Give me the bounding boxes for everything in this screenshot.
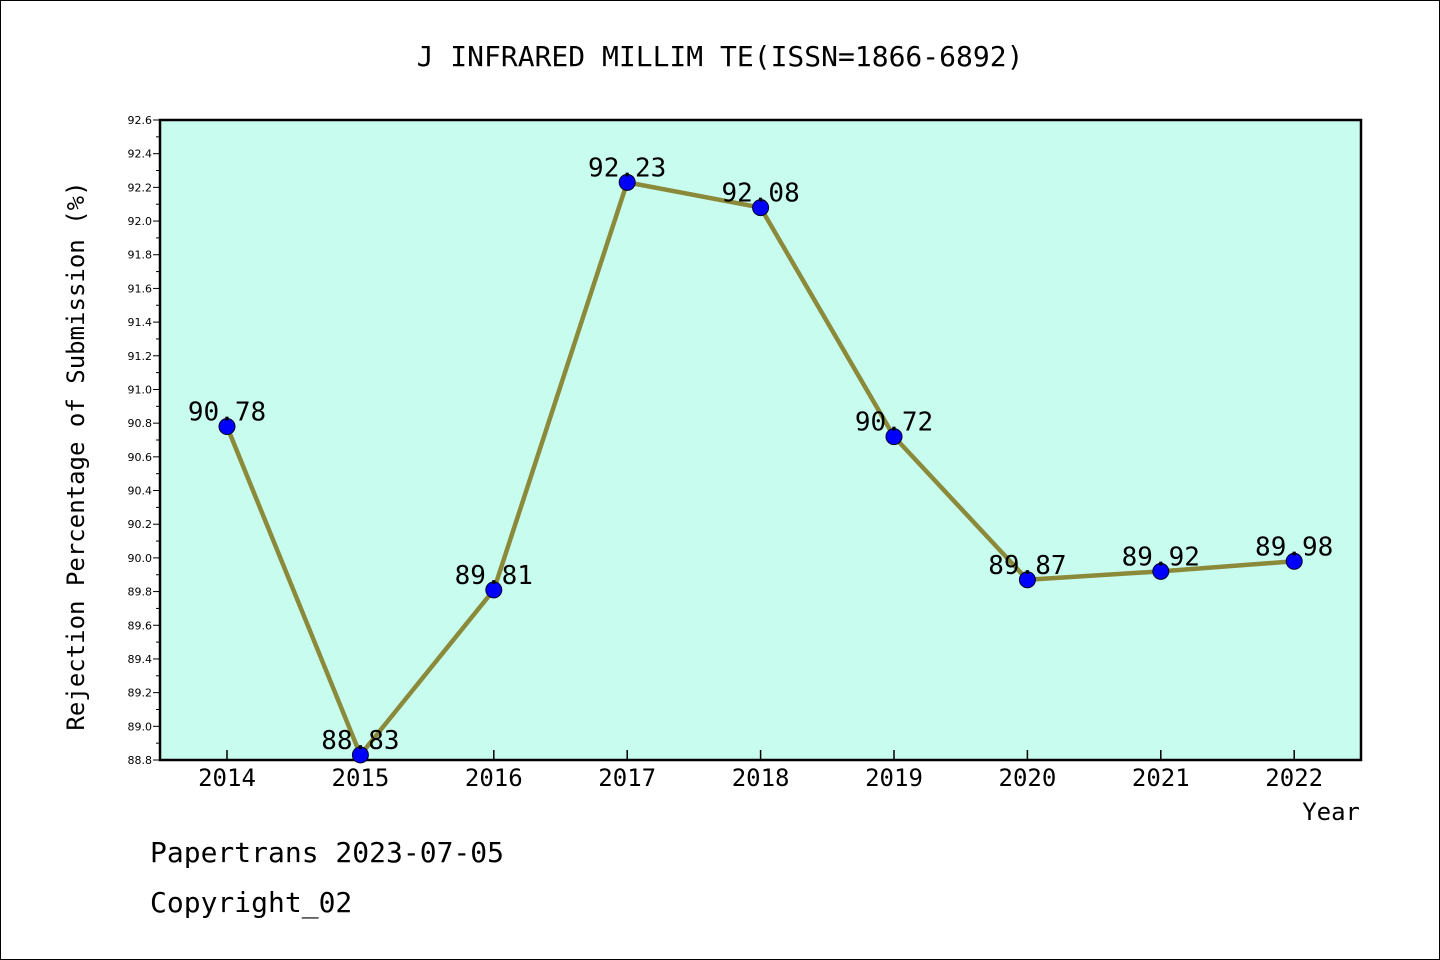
data-label-group: 90.78 88.83 89.81 92.23 92.08 90.72 89.87 89.92… [188, 153, 1333, 756]
y-tick-label: 91.4 [128, 316, 153, 329]
y-tick-label: 92.2 [128, 181, 153, 194]
data-point [351, 746, 369, 764]
data-point [485, 581, 503, 599]
y-axis-label: Rejection Percentage of Submission (%) [62, 181, 90, 730]
x-tick-label: 2016 [465, 764, 523, 792]
x-axis-label: Year [1302, 798, 1360, 826]
data-label: 89.92 [1122, 542, 1200, 572]
y-tick-label: 91.6 [128, 282, 153, 295]
chart-title: J INFRARED MILLIM TE(ISSN=1866-6892) [417, 40, 1024, 73]
data-point [1018, 571, 1036, 589]
y-tick-label: 92.6 [128, 114, 153, 127]
y-tick-label: 90.2 [128, 518, 153, 531]
x-tick-label: 2018 [732, 764, 790, 792]
data-point [752, 199, 770, 217]
plot-area [158, 118, 1363, 762]
data-point [618, 173, 636, 191]
footer-date: Papertrans 2023-07-05 [150, 836, 505, 869]
y-tick-label: 91.2 [128, 350, 153, 363]
y-tick-label: 90.4 [128, 485, 153, 498]
y-tick-label: 89.0 [128, 720, 153, 733]
data-label: 88.83 [321, 726, 399, 756]
y-tick-label: 92.4 [128, 148, 153, 161]
data-label: 92.23 [588, 153, 666, 183]
y-tick-label: 92.0 [128, 215, 153, 228]
x-tick-label: 2015 [332, 764, 390, 792]
y-tick-label: 91.0 [128, 383, 153, 396]
y-tick-label: 90.6 [128, 451, 153, 464]
y-tick-label: 89.6 [128, 619, 153, 632]
y-tick-label: 88.8 [128, 754, 153, 767]
data-label: 89.87 [988, 551, 1066, 581]
data-label: 90.72 [855, 408, 933, 438]
data-label: 89.98 [1255, 532, 1333, 562]
x-tick-label: 2019 [865, 764, 923, 792]
data-point [885, 428, 903, 446]
y-tick-label: 90.8 [128, 417, 153, 430]
y-tick-label: 89.4 [128, 653, 153, 666]
data-label: 92.08 [721, 179, 799, 209]
data-point [1285, 552, 1303, 570]
x-tick-label: 2022 [1265, 764, 1323, 792]
footer-copyright: Copyright_02 [150, 886, 353, 919]
x-tick-label: 2020 [999, 764, 1057, 792]
data-label: 90.78 [188, 398, 266, 428]
data-point [1152, 562, 1170, 580]
y-tick-label: 91.8 [128, 249, 153, 262]
y-axis: 88.8 89.0 89.2 89.4 89.6 89.8 90.0 90.2 90.4 90.6… [128, 114, 160, 767]
y-tick-label: 89.8 [128, 586, 153, 599]
y-tick-label: 90.0 [128, 552, 153, 565]
y-tick-label: 89.2 [128, 687, 153, 700]
x-axis: 2014 2015 2016 2017 2018 2019 2020 2021 2022 [198, 750, 1323, 792]
data-point [218, 418, 236, 436]
data-label: 89.81 [455, 561, 533, 591]
marker-group [218, 173, 1303, 764]
x-tick-label: 2021 [1132, 764, 1190, 792]
x-tick-label: 2014 [198, 764, 256, 792]
x-tick-label: 2017 [598, 764, 656, 792]
